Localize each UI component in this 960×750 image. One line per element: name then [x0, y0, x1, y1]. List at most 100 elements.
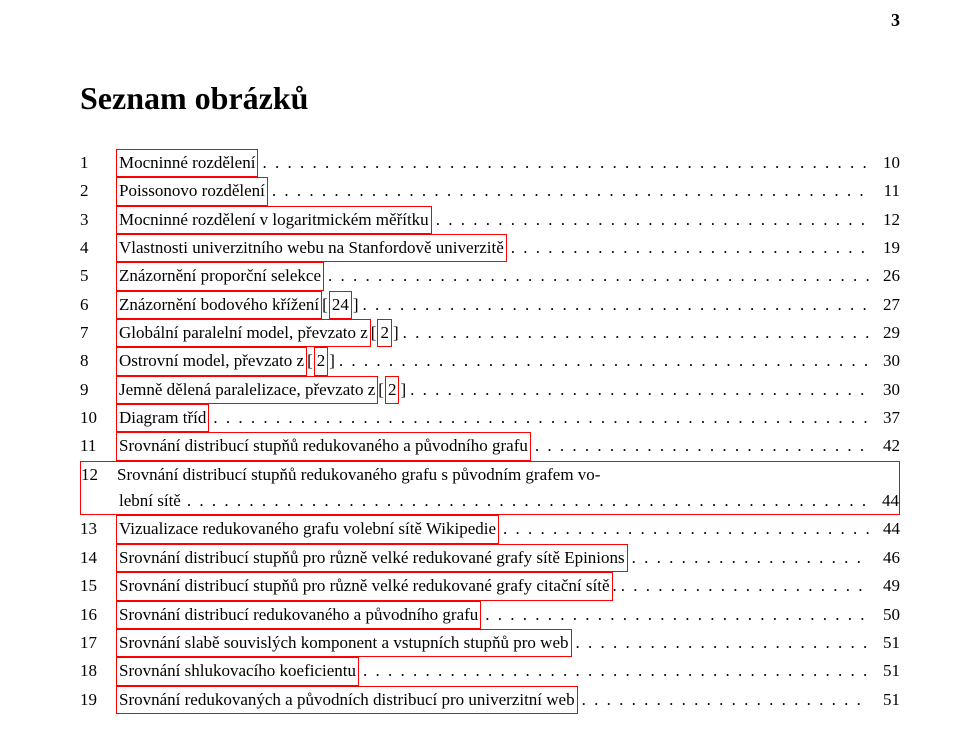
- entry-number: 15: [80, 573, 116, 599]
- entry-link[interactable]: Globální paralelní model, převzato z: [116, 319, 371, 347]
- entry-number: 1: [80, 150, 116, 176]
- citation-ref[interactable]: 2: [377, 319, 392, 347]
- toc-entry: 11Srovnání distribucí stupňů redukovanéh…: [80, 432, 900, 460]
- entry-page: 49: [870, 573, 900, 599]
- leader-dots: . . . . . . . . . . . . . . . . . . . . …: [572, 630, 870, 656]
- toc-entry: 10Diagram tříd . . . . . . . . . . . . .…: [80, 404, 900, 432]
- entry-link[interactable]: Srovnání distribucí redukovaného a původ…: [116, 601, 481, 629]
- toc-entry: 5Znázornění proporční selekce . . . . . …: [80, 262, 900, 290]
- entry-page: 37: [870, 405, 900, 431]
- entry-number: 14: [80, 545, 116, 571]
- entry-link[interactable]: Diagram tříd: [116, 404, 209, 432]
- leader-dots: . . . . . . . . . . . . . . . . . . . . …: [324, 263, 870, 289]
- leader-dots: . . . . . . . . . . . . . . . . . . . . …: [578, 687, 870, 713]
- leader-dots: . . . . . . . . . . . . . . . . . . . . …: [481, 602, 870, 628]
- entry-page: 19: [870, 235, 900, 261]
- entry-text-continuation: lební sítě: [117, 488, 183, 514]
- entry-link[interactable]: Znázornění bodového křížení: [116, 291, 322, 319]
- toc-entry: 6Znázornění bodového křížení [24] . . . …: [80, 291, 900, 319]
- entry-number: 9: [80, 377, 116, 403]
- toc-entry: 17Srovnání slabě souvislých komponent a …: [80, 629, 900, 657]
- entry-link[interactable]: Ostrovní model, převzato z: [116, 347, 307, 375]
- toc-entry: 14Srovnání distribucí stupňů pro různě v…: [80, 544, 900, 572]
- entry-link[interactable]: Mocninné rozdělení: [116, 149, 258, 177]
- entry-page: 11: [870, 178, 900, 204]
- leader-dots: . . . . . . . . . . . . . . . . . . . . …: [499, 516, 870, 542]
- entry-number: 13: [80, 516, 116, 542]
- entry-number: 10: [80, 405, 116, 431]
- entry-link[interactable]: Znázornění proporční selekce: [116, 262, 324, 290]
- entry-number: 2: [80, 178, 116, 204]
- entry-link[interactable]: Srovnání shlukovacího koeficientu: [116, 657, 359, 685]
- leader-dots: . . . . . . . . . . . . . . . . . . . . …: [432, 207, 870, 233]
- entry-link[interactable]: Mocninné rozdělení v logaritmickém měřít…: [116, 206, 432, 234]
- entry-page: 44: [869, 488, 899, 514]
- entry-page: 50: [870, 602, 900, 628]
- toc-entry: 13Vizualizace redukovaného grafu volební…: [80, 515, 900, 543]
- citation-ref[interactable]: 2: [314, 347, 329, 375]
- leader-dots: . . . . . . . . . . . . . . . . . . . . …: [183, 488, 869, 514]
- leader-dots: . . . . . . . . . . . . . . . . . . . . …: [359, 658, 870, 684]
- toc-entry: 16Srovnání distribucí redukovaného a pův…: [80, 601, 900, 629]
- entry-link[interactable]: Jemně dělená paralelizace, převzato z: [116, 376, 378, 404]
- leader-dots: . . . . . . . . . . . . . . . . . . . . …: [531, 433, 870, 459]
- entry-number: 19: [80, 687, 116, 713]
- entry-link[interactable]: Vizualizace redukovaného grafu volební s…: [116, 515, 499, 543]
- entry-page: 42: [870, 433, 900, 459]
- entry-page: 44: [870, 516, 900, 542]
- table-of-contents: 1Mocninné rozdělení . . . . . . . . . . …: [80, 149, 900, 714]
- entry-link[interactable]: Srovnání distribucí stupňů pro různě vel…: [116, 544, 628, 572]
- toc-entry[interactable]: 12Srovnání distribucí stupňů redukovanéh…: [80, 461, 900, 516]
- entry-page: 51: [870, 687, 900, 713]
- citation-ref[interactable]: 2: [385, 376, 400, 404]
- entry-page: 12: [870, 207, 900, 233]
- leader-dots: . . . . . . . . . . . . . . . . . . . . …: [209, 405, 870, 431]
- entry-link[interactable]: Srovnání distribucí stupňů pro různě vel…: [116, 572, 613, 600]
- entry-page: 30: [870, 348, 900, 374]
- entry-link[interactable]: Srovnání slabě souvislých komponent a vs…: [116, 629, 572, 657]
- citation-ref[interactable]: 24: [329, 291, 352, 319]
- leader-dots: . . . . . . . . . . . . . . . . . . . . …: [268, 178, 870, 204]
- leader-dots: . . . . . . . . . . . . . . . . . . . . …: [258, 150, 870, 176]
- entry-number: 17: [80, 630, 116, 656]
- page-number-top: 3: [891, 10, 900, 31]
- entry-link[interactable]: Srovnání redukovaných a původních distri…: [116, 686, 578, 714]
- toc-entry: 19Srovnání redukovaných a původních dist…: [80, 686, 900, 714]
- entry-page: 27: [870, 292, 900, 318]
- entry-page: 46: [870, 545, 900, 571]
- toc-entry: 8Ostrovní model, převzato z [2] . . . . …: [80, 347, 900, 375]
- entry-page: 26: [870, 263, 900, 289]
- entry-number: 7: [80, 320, 116, 346]
- entry-number: 3: [80, 207, 116, 233]
- entry-text: Srovnání distribucí stupňů redukovaného …: [117, 462, 600, 488]
- entry-number: 8: [80, 348, 116, 374]
- leader-dots: . . . . . . . . . . . . . . . . . . . . …: [617, 573, 870, 599]
- entry-page: 51: [870, 658, 900, 684]
- toc-entry: 4Vlastnosti univerzitního webu na Stanfo…: [80, 234, 900, 262]
- toc-entry: 1Mocninné rozdělení . . . . . . . . . . …: [80, 149, 900, 177]
- toc-entry: 15Srovnání distribucí stupňů pro různě v…: [80, 572, 900, 600]
- leader-dots: . . . . . . . . . . . . . . . . . . . . …: [628, 545, 870, 571]
- entry-number: 18: [80, 658, 116, 684]
- leader-dots: . . . . . . . . . . . . . . . . . . . . …: [399, 320, 870, 346]
- content: Seznam obrázků 1Mocninné rozdělení . . .…: [0, 0, 960, 714]
- entry-page: 10: [870, 150, 900, 176]
- toc-entry: 18Srovnání shlukovacího koeficientu . . …: [80, 657, 900, 685]
- toc-entry: 9Jemně dělená paralelizace, převzato z […: [80, 376, 900, 404]
- toc-entry: 3Mocninné rozdělení v logaritmickém měří…: [80, 206, 900, 234]
- entry-page: 29: [870, 320, 900, 346]
- leader-dots: . . . . . . . . . . . . . . . . . . . . …: [359, 292, 871, 318]
- entry-link[interactable]: Poissonovo rozdělení: [116, 177, 268, 205]
- entry-number: 5: [80, 263, 116, 289]
- entry-number: 6: [80, 292, 116, 318]
- entry-link[interactable]: Srovnání distribucí stupňů redukovaného …: [116, 432, 531, 460]
- entry-page: 51: [870, 630, 900, 656]
- entry-number: 11: [80, 433, 116, 459]
- toc-entry: 7Globální paralelní model, převzato z [2…: [80, 319, 900, 347]
- entry-number: 4: [80, 235, 116, 261]
- entry-link[interactable]: Vlastnosti univerzitního webu na Stanfor…: [116, 234, 507, 262]
- entry-number: 16: [80, 602, 116, 628]
- page-title: Seznam obrázků: [80, 80, 900, 117]
- leader-dots: . . . . . . . . . . . . . . . . . . . . …: [406, 377, 870, 403]
- entry-number: 12: [81, 462, 117, 488]
